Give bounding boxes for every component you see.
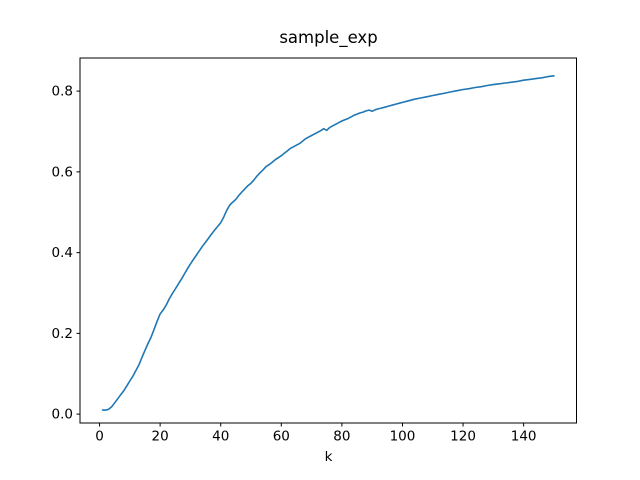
x-axis-label: k — [324, 449, 333, 465]
x-tick-label: 140 — [511, 429, 537, 445]
y-tick-label: 0.8 — [52, 84, 73, 100]
y-tick-label: 0.4 — [52, 245, 73, 261]
x-tick-label: 0 — [95, 429, 104, 445]
axes-spines — [79, 57, 577, 424]
x-tick-label: 100 — [390, 429, 416, 445]
x-tick-label: 120 — [450, 429, 476, 445]
data-line-sample_exp — [101, 75, 555, 411]
y-tick-label: 0.2 — [52, 326, 73, 342]
y-tick-label: 0.0 — [52, 407, 73, 423]
x-tick-label: 20 — [152, 429, 169, 445]
x-tick-label: 80 — [333, 429, 350, 445]
chart-title: sample_exp — [279, 28, 378, 47]
y-tick-label: 0.6 — [52, 164, 73, 180]
x-tick-label: 40 — [212, 429, 229, 445]
x-tick-label: 60 — [273, 429, 290, 445]
